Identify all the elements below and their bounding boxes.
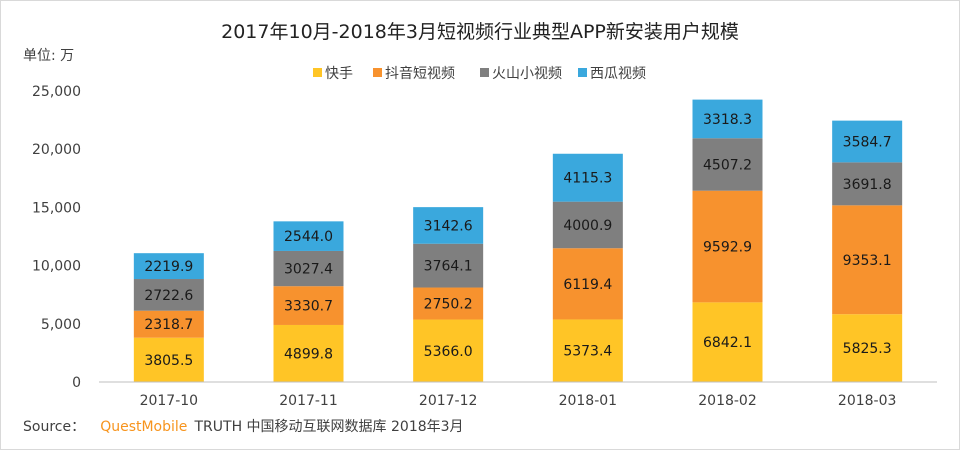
- bar-segment: [552, 319, 623, 382]
- bar-segment: [133, 337, 204, 382]
- data-label: 6842.1: [703, 335, 752, 351]
- bar-segment: [413, 207, 484, 244]
- bar-segment: [552, 153, 623, 202]
- source-rest: TRUTH 中国移动互联网数据库 2018年3月: [194, 419, 464, 435]
- legend-label: 快手: [325, 66, 353, 82]
- chart-title: 2017年10月-2018年3月短视频行业典型APP新安装用户规模: [221, 21, 739, 43]
- source-prefix: Source：: [23, 419, 85, 435]
- data-label: 3027.4: [284, 262, 333, 278]
- bar-segment: [133, 310, 204, 338]
- source-note: Source： QuestMobile TRUTH 中国移动互联网数据库 201…: [23, 416, 464, 435]
- legend-swatch: [480, 68, 489, 77]
- data-label: 3142.6: [424, 218, 473, 234]
- bar-segment: [692, 138, 763, 191]
- x-tick-label: 2018-03: [838, 393, 897, 409]
- y-tick-label: 5,000: [41, 317, 81, 333]
- y-tick-label: 15,000: [32, 200, 81, 216]
- data-label: 3805.5: [144, 353, 193, 369]
- data-label: 3330.7: [284, 299, 333, 315]
- bar-segment: [273, 286, 344, 325]
- data-label: 2722.6: [144, 288, 193, 304]
- legend-label: 抖音短视频: [385, 65, 455, 82]
- y-tick-label: 25,000: [32, 84, 81, 100]
- y-tick-label: 10,000: [32, 259, 81, 275]
- data-label: 2318.7: [144, 317, 193, 333]
- x-tick-label: 2018-02: [698, 393, 757, 409]
- data-label: 9592.9: [703, 240, 752, 256]
- bar-segment: [832, 205, 903, 315]
- legend-swatch: [578, 68, 587, 77]
- data-label: 3691.8: [843, 177, 892, 193]
- bar-segment: [273, 250, 344, 287]
- legend-label: 火山小视频: [492, 66, 562, 82]
- data-label: 2750.2: [424, 297, 473, 313]
- data-label: 4507.2: [703, 157, 752, 173]
- x-axis: 2017-10 2017-11 2017-12 2018-01 2018-02 2018-…: [99, 381, 937, 409]
- bar-segment: [413, 287, 484, 320]
- unit-label: 单位: 万: [23, 48, 74, 64]
- bar-segment: [413, 243, 484, 288]
- data-label: 4115.3: [563, 171, 612, 187]
- data-label: 2219.9: [144, 259, 193, 275]
- data-label: 9353.1: [843, 253, 892, 269]
- legend-swatch: [373, 68, 382, 77]
- legend: 快手 抖音短视频 火山小视频 西瓜视频: [313, 65, 646, 82]
- bar-segment: [133, 279, 204, 311]
- legend-swatch: [313, 68, 322, 77]
- data-label: 5373.4: [563, 344, 612, 360]
- data-label: 4000.9: [563, 218, 612, 234]
- x-tick-label: 2017-11: [279, 393, 338, 409]
- bar-segment: [552, 201, 623, 249]
- bar-segment: [692, 99, 763, 139]
- x-tick-label: 2017-12: [419, 393, 478, 409]
- data-label: 4899.8: [284, 346, 333, 362]
- data-label: 3318.3: [703, 112, 752, 128]
- data-label: 3584.7: [843, 134, 892, 150]
- bar-segment: [133, 253, 204, 280]
- source-brand: QuestMobile: [100, 419, 187, 435]
- y-tick-label: 20,000: [32, 142, 81, 158]
- bar-segment: [692, 190, 763, 303]
- bar-segment: [273, 324, 344, 382]
- bar-segment: [413, 319, 484, 382]
- plot-area: 3805.5 2318.7 2722.6 2219.9 4899.8 3330.7 3027…: [133, 99, 903, 382]
- bar-segment: [832, 120, 903, 163]
- bar-segment: [692, 302, 763, 382]
- x-tick-label: 2017-10: [140, 393, 199, 409]
- x-tick-label: 2018-01: [559, 393, 618, 409]
- bar-segment: [832, 162, 903, 206]
- bar-segment: [273, 221, 344, 251]
- y-tick-label: 0: [72, 375, 81, 391]
- data-label: 5825.3: [843, 341, 892, 357]
- data-label: 3764.1: [424, 259, 473, 275]
- legend-label: 西瓜视频: [590, 66, 646, 82]
- y-axis: 0 5,000 10,000 15,000 20,000 25,000: [32, 84, 81, 391]
- data-label: 6119.4: [563, 277, 612, 293]
- bar-segment: [552, 248, 623, 320]
- bar-segment: [832, 314, 903, 382]
- data-label: 2544.0: [284, 229, 333, 245]
- data-label: 5366.0: [424, 344, 473, 360]
